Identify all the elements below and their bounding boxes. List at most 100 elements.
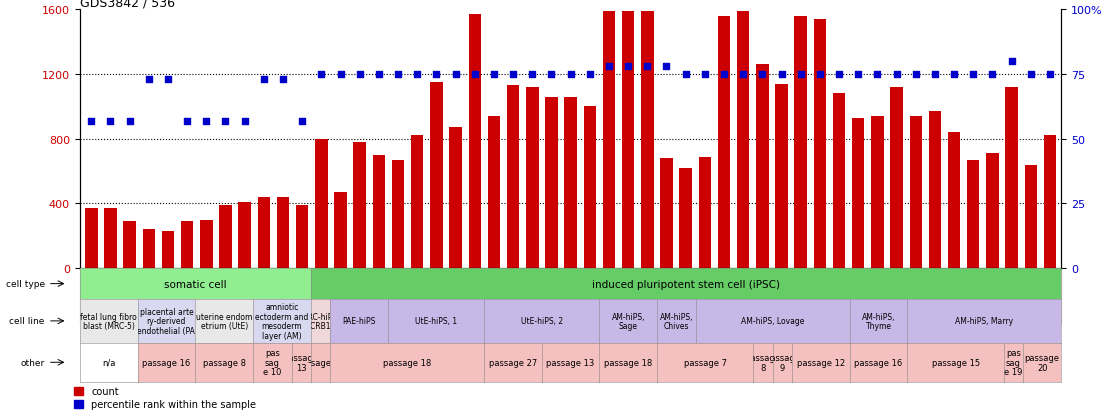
Text: PAE-hiPS: PAE-hiPS	[342, 317, 376, 325]
Text: AM-hiPS, Marry: AM-hiPS, Marry	[955, 317, 1014, 325]
Legend: count, percentile rank within the sample: count, percentile rank within the sample	[73, 386, 256, 409]
Bar	[642, 12, 654, 268]
Text: passage 16: passage 16	[854, 358, 903, 367]
Point	[160, 77, 177, 83]
Bar	[603, 12, 615, 268]
Bar	[258, 197, 270, 268]
Bar	[277, 197, 289, 268]
Point	[1003, 59, 1020, 65]
Point	[658, 64, 676, 71]
Point	[274, 77, 291, 83]
Text: fetal lung fibro
blast (MRC-5): fetal lung fibro blast (MRC-5)	[80, 312, 137, 330]
Point	[850, 71, 868, 78]
Bar	[238, 202, 250, 268]
Bar	[776, 85, 788, 268]
Bar	[488, 117, 500, 268]
Text: UtE-hiPS, 2: UtE-hiPS, 2	[521, 317, 563, 325]
Bar	[718, 17, 730, 268]
Bar	[450, 128, 462, 268]
Text: passage 22: passage 22	[296, 358, 345, 367]
Point	[906, 71, 924, 78]
Bar	[219, 206, 232, 268]
Text: cell line: cell line	[10, 317, 44, 325]
Point	[485, 71, 503, 78]
Bar	[315, 140, 328, 268]
Text: passage
9: passage 9	[765, 353, 800, 372]
Point	[294, 118, 311, 125]
Point	[409, 71, 427, 78]
Text: AM-hiPS, Lovage: AM-hiPS, Lovage	[741, 317, 804, 325]
Point	[331, 71, 349, 78]
Point	[696, 71, 714, 78]
Point	[178, 118, 196, 125]
Bar	[1005, 88, 1018, 268]
Bar	[545, 97, 557, 268]
Point	[811, 71, 829, 78]
Text: GDS3842 / 536: GDS3842 / 536	[80, 0, 175, 9]
Text: AM-hiPS,
Chives: AM-hiPS, Chives	[659, 312, 694, 330]
Bar	[430, 83, 442, 268]
Point	[926, 71, 944, 78]
Text: AM-hiPS,
Sage: AM-hiPS, Sage	[612, 312, 645, 330]
Bar	[85, 209, 98, 268]
Bar	[910, 117, 922, 268]
Text: passage
8: passage 8	[746, 353, 781, 372]
Point	[638, 64, 656, 71]
Text: passage 16: passage 16	[142, 358, 191, 367]
Point	[255, 77, 273, 83]
Point	[504, 71, 522, 78]
Point	[121, 118, 138, 125]
Bar	[143, 230, 155, 268]
Text: amniotic
ectoderm and
mesoderm
layer (AM): amniotic ectoderm and mesoderm layer (AM…	[255, 302, 308, 340]
Bar	[852, 119, 864, 268]
Point	[102, 118, 120, 125]
Bar	[929, 112, 941, 268]
Text: other: other	[21, 358, 44, 367]
Text: pas
sag
e 10: pas sag e 10	[263, 348, 281, 377]
Bar	[104, 209, 116, 268]
Point	[715, 71, 732, 78]
Point	[543, 71, 561, 78]
Point	[677, 71, 695, 78]
Point	[601, 64, 618, 71]
Point	[830, 71, 848, 78]
Bar	[372, 156, 386, 268]
Bar	[526, 88, 538, 268]
Bar	[584, 107, 596, 268]
Point	[447, 71, 464, 78]
Point	[370, 71, 388, 78]
Bar	[469, 15, 481, 268]
Bar	[794, 17, 807, 268]
Bar	[660, 159, 673, 268]
Point	[523, 71, 541, 78]
Bar	[564, 97, 577, 268]
Point	[984, 71, 1002, 78]
Text: UtE-hiPS, 1: UtE-hiPS, 1	[414, 317, 456, 325]
Text: passage 12: passage 12	[797, 358, 845, 367]
Text: somatic cell: somatic cell	[164, 279, 226, 289]
Bar	[891, 88, 903, 268]
Bar	[813, 20, 827, 268]
Point	[428, 71, 445, 78]
Point	[619, 64, 637, 71]
Bar	[1044, 136, 1056, 268]
Text: passage 8: passage 8	[203, 358, 246, 367]
Point	[869, 71, 886, 78]
Bar	[181, 222, 194, 268]
Bar	[162, 231, 174, 268]
Bar	[986, 154, 998, 268]
Point	[945, 71, 963, 78]
Bar	[201, 220, 213, 268]
Bar	[123, 222, 136, 268]
Text: passage
13: passage 13	[284, 353, 319, 372]
Text: AM-hiPS,
Thyme: AM-hiPS, Thyme	[862, 312, 895, 330]
Bar	[699, 157, 711, 268]
Text: n/a: n/a	[102, 358, 115, 367]
Point	[389, 71, 407, 78]
Text: induced pluripotent stem cell (iPSC): induced pluripotent stem cell (iPSC)	[592, 279, 780, 289]
Text: passage 13: passage 13	[546, 358, 595, 367]
Point	[1022, 71, 1039, 78]
Point	[581, 71, 598, 78]
Point	[312, 71, 330, 78]
Bar	[756, 65, 769, 268]
